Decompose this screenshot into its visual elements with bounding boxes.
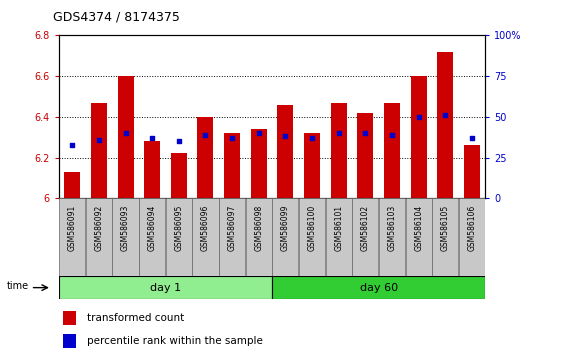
- Bar: [272, 198, 298, 276]
- Point: [414, 114, 423, 120]
- Bar: [171, 154, 187, 198]
- Bar: [118, 76, 134, 198]
- Bar: [330, 103, 347, 198]
- Text: GSM586104: GSM586104: [414, 205, 423, 251]
- Bar: [63, 335, 76, 348]
- Bar: [91, 103, 107, 198]
- Text: GSM586106: GSM586106: [467, 205, 476, 251]
- Bar: [59, 198, 85, 276]
- Point: [441, 112, 450, 118]
- Bar: [384, 103, 400, 198]
- Text: GSM586095: GSM586095: [174, 205, 183, 251]
- Bar: [459, 198, 485, 276]
- Bar: [246, 198, 272, 276]
- Text: day 1: day 1: [150, 282, 181, 293]
- Point: [467, 135, 476, 141]
- Text: GSM586093: GSM586093: [121, 205, 130, 251]
- Bar: [112, 198, 139, 276]
- Point: [388, 132, 397, 138]
- Bar: [411, 76, 426, 198]
- Text: GSM586105: GSM586105: [441, 205, 450, 251]
- Bar: [59, 276, 272, 299]
- Bar: [464, 145, 480, 198]
- Bar: [325, 198, 352, 276]
- Text: GSM586097: GSM586097: [228, 205, 237, 251]
- Text: GSM586096: GSM586096: [201, 205, 210, 251]
- Text: GDS4374 / 8174375: GDS4374 / 8174375: [53, 11, 180, 24]
- Point: [148, 135, 157, 141]
- Text: GSM586091: GSM586091: [68, 205, 77, 251]
- Point: [201, 132, 210, 138]
- Bar: [224, 133, 240, 198]
- Text: GSM586099: GSM586099: [281, 205, 290, 251]
- Bar: [432, 198, 458, 276]
- Bar: [219, 198, 245, 276]
- Bar: [437, 52, 453, 198]
- Text: GSM586098: GSM586098: [254, 205, 263, 251]
- Bar: [65, 172, 80, 198]
- Bar: [299, 198, 325, 276]
- Text: GSM586100: GSM586100: [307, 205, 316, 251]
- Point: [361, 130, 370, 136]
- Bar: [304, 133, 320, 198]
- Text: GSM586101: GSM586101: [334, 205, 343, 251]
- Text: percentile rank within the sample: percentile rank within the sample: [86, 336, 263, 347]
- Point: [254, 130, 263, 136]
- Point: [228, 135, 237, 141]
- Bar: [406, 198, 432, 276]
- Bar: [139, 198, 165, 276]
- Bar: [251, 129, 266, 198]
- Text: GSM586102: GSM586102: [361, 205, 370, 251]
- Bar: [272, 276, 485, 299]
- Bar: [197, 117, 213, 198]
- Bar: [63, 311, 76, 325]
- Bar: [352, 198, 379, 276]
- Bar: [379, 198, 405, 276]
- Bar: [86, 198, 112, 276]
- Text: transformed count: transformed count: [86, 313, 184, 323]
- Point: [334, 130, 343, 136]
- Point: [94, 137, 103, 142]
- Text: GSM586103: GSM586103: [388, 205, 397, 251]
- Text: day 60: day 60: [360, 282, 398, 293]
- Bar: [144, 141, 160, 198]
- Bar: [192, 198, 219, 276]
- Point: [121, 130, 130, 136]
- Point: [68, 142, 77, 147]
- Text: GSM586092: GSM586092: [94, 205, 103, 251]
- Point: [281, 133, 290, 139]
- Bar: [357, 113, 373, 198]
- Bar: [278, 105, 293, 198]
- Bar: [165, 198, 192, 276]
- Text: time: time: [7, 281, 29, 291]
- Text: GSM586094: GSM586094: [148, 205, 157, 251]
- Point: [174, 138, 183, 144]
- Point: [307, 135, 316, 141]
